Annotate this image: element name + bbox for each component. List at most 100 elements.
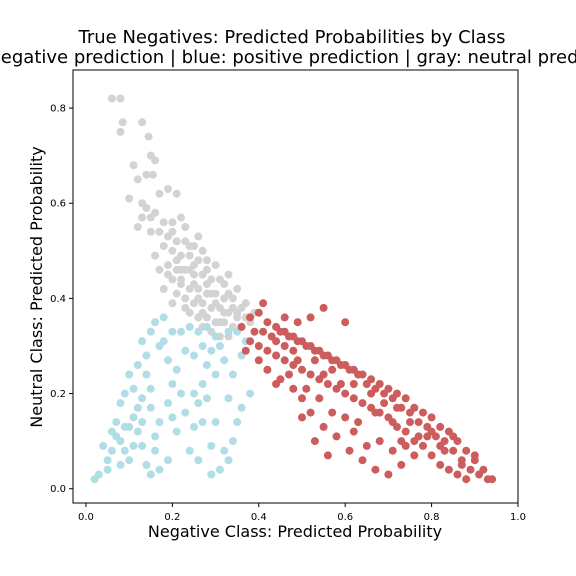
data-point [444,465,453,474]
x-tick-label: 1.0 [510,512,526,523]
data-point [146,384,155,393]
data-point [315,394,324,403]
data-point [181,294,190,303]
data-point [155,227,164,236]
data-point [133,403,142,412]
data-point [185,265,194,274]
data-point [151,251,160,260]
data-point [138,118,147,127]
data-point [341,413,350,422]
data-point [168,218,177,227]
data-point [168,227,177,236]
data-point [298,365,306,374]
y-tick-label: 0.8 [50,104,66,115]
x-tick-label: 0.2 [164,512,180,523]
data-point [144,132,153,141]
data-point [220,308,229,317]
data-point [151,432,160,441]
data-point [142,370,151,379]
data-point [164,270,172,279]
y-tick-label: 0.4 [50,294,66,305]
data-point [241,299,250,308]
data-point [246,313,255,322]
y-tick-label: 0.6 [50,199,66,210]
data-point [393,403,401,412]
data-point [190,351,198,360]
data-point [211,332,220,341]
data-point [220,446,229,455]
data-point [202,394,211,403]
data-point [336,361,345,369]
data-point [427,413,436,422]
data-point [263,365,272,374]
x-tick-label: 0.0 [78,512,94,523]
data-point [103,456,112,465]
data-point [285,332,293,341]
data-point [319,422,328,431]
data-point [375,437,384,446]
data-point [138,337,147,346]
data-point [168,299,177,308]
data-point [107,446,116,455]
data-point [172,189,181,198]
data-point [310,346,319,355]
data-point [328,356,337,365]
data-point [164,185,172,193]
data-point [436,422,445,431]
data-point [224,270,233,279]
data-point [419,408,427,417]
data-point [362,441,371,450]
x-tick-label: 0.6 [337,512,353,523]
data-point [146,327,155,336]
data-point [129,161,138,170]
data-point [172,365,181,374]
data-point [133,427,142,436]
data-point [310,437,319,446]
data-point [354,370,363,379]
data-point [159,337,168,346]
data-point [177,275,185,284]
data-point [228,437,237,446]
data-point [285,370,293,379]
data-point [168,327,177,336]
data-point [129,413,138,422]
data-point [220,356,229,365]
data-point [272,337,281,346]
data-point [406,408,414,417]
data-point [401,427,410,436]
data-point [211,261,220,270]
data-point [159,313,168,322]
data-point [185,322,194,331]
data-point [116,460,125,469]
data-point [151,156,160,165]
y-tick-label: 0.0 [50,484,66,495]
data-point [207,289,216,298]
data-point [233,313,242,322]
data-point [449,446,458,455]
data-point [272,380,281,388]
data-point [190,422,198,431]
data-point [233,284,242,293]
data-point [198,342,207,350]
data-point [172,237,181,246]
data-point [224,456,233,465]
data-point [341,389,350,398]
data-point [207,441,216,450]
data-point [125,422,134,431]
data-point [302,342,311,350]
data-point [362,380,371,388]
data-point [298,413,306,422]
data-point [220,280,229,289]
data-point [354,418,363,427]
data-point [168,413,177,422]
data-point [198,308,207,317]
data-point [224,289,233,298]
data-point [133,175,142,184]
data-point [259,327,268,336]
data-point [436,441,445,450]
data-point [164,399,172,408]
data-point [323,380,332,388]
data-point [129,441,138,450]
data-point [185,251,194,260]
